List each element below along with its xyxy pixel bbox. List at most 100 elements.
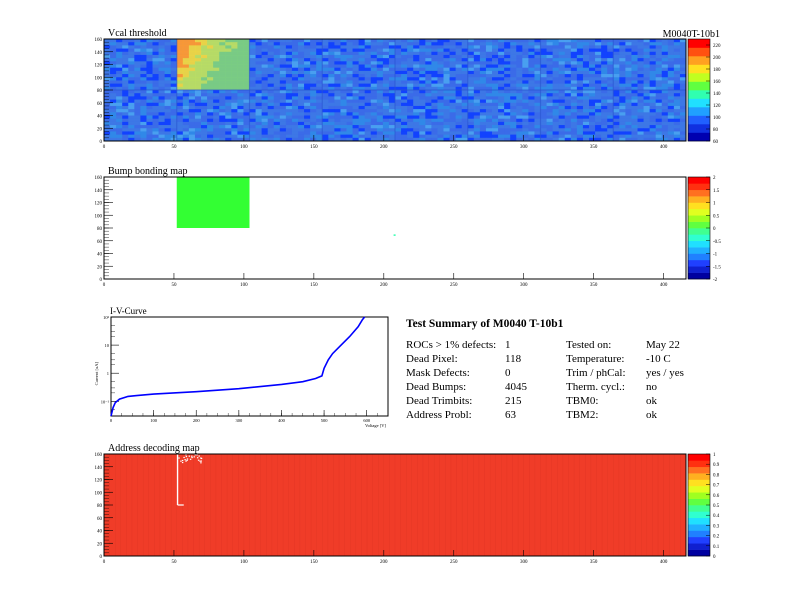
vcal-heatmap-cell: [273, 121, 281, 126]
vcal-heatmap-cell: [413, 102, 420, 107]
vcal-heatmap-cell: [382, 96, 390, 100]
vcal-heatmap-cell: [625, 96, 632, 100]
vcal-heatmap-cell: [340, 90, 347, 94]
vcal-heatmap-cell: [437, 99, 444, 104]
vcal-heatmap-cell: [625, 67, 632, 72]
vcal-heatmap-cell: [407, 61, 414, 65]
vcal-heatmap-cell: [649, 39, 656, 43]
vcal-heatmap-cell: [388, 128, 396, 132]
vcal-heatmap-cell: [552, 42, 559, 46]
vcal-heatmap-cell: [437, 134, 444, 139]
vcal-heatmap-cell: [655, 80, 663, 84]
address-bad-pixel: [199, 460, 201, 462]
vcal-heatmap-cell: [413, 118, 420, 123]
vcal-heatmap-cell: [401, 102, 408, 107]
vcal-heatmap-cell: [207, 74, 214, 78]
vcal-heatmap-cell: [110, 105, 117, 110]
vcal-heatmap-cell: [352, 115, 359, 119]
iv-x-tick-label: 200: [193, 418, 201, 423]
vcal-heatmap-cell: [679, 70, 686, 75]
vcal-heatmap-cell: [419, 83, 426, 88]
bump-y-tick-label: 160: [95, 176, 103, 181]
vcal-heatmap-cell: [328, 80, 335, 84]
vcal-heatmap-cell: [401, 137, 408, 141]
vcal-heatmap-cell: [322, 134, 329, 139]
vcal-heatmap-cell: [485, 48, 493, 53]
vcal-heatmap-cell: [231, 39, 238, 43]
vcal-heatmap-cell: [225, 102, 232, 107]
vcal-heatmap-cell: [267, 77, 275, 81]
address-colorbar-step: [688, 479, 710, 487]
vcal-heatmap-cell: [352, 121, 359, 126]
vcal-heatmap-cell: [388, 137, 396, 141]
vcal-heatmap-cell: [182, 77, 190, 81]
vcal-heatmap-cell: [449, 77, 456, 81]
vcal-heatmap-cell: [455, 105, 462, 110]
vcal-heatmap-cell: [607, 109, 614, 113]
vcal-heatmap-cell: [316, 105, 323, 110]
vcal-heatmap-cell: [146, 70, 153, 75]
vcal-heatmap-cell: [104, 112, 111, 116]
vcal-heatmap-cell: [291, 118, 299, 123]
vcal-heatmap-cell: [607, 77, 614, 81]
vcal-heatmap-cell: [237, 131, 244, 135]
vcal-heatmap-cell: [219, 121, 226, 126]
vcal-heatmap-cell: [322, 58, 329, 62]
vcal-heatmap-cell: [419, 96, 426, 100]
vcal-heatmap-cell: [219, 61, 226, 65]
vcal-heatmap-cell: [467, 137, 475, 141]
vcal-heatmap-cell: [376, 45, 384, 49]
vcal-heatmap-cell: [443, 48, 450, 53]
vcal-heatmap-cell: [655, 134, 663, 139]
vcal-heatmap-cell: [388, 105, 396, 110]
vcal-heatmap-cell: [564, 86, 572, 91]
vcal-heatmap-cell: [570, 80, 578, 84]
vcal-heatmap-cell: [679, 61, 686, 65]
vcal-heatmap-cell: [291, 125, 299, 129]
vcal-heatmap-cell: [328, 83, 335, 88]
vcal-heatmap-cell: [431, 125, 438, 129]
vcal-heatmap-cell: [449, 51, 456, 56]
vcal-heatmap-cell: [346, 102, 353, 107]
vcal-heatmap-cell: [134, 109, 141, 113]
vcal-heatmap-cell: [267, 67, 275, 72]
vcal-heatmap-cell: [540, 90, 547, 94]
vcal-heatmap-cell: [413, 77, 420, 81]
vcal-heatmap-cell: [401, 105, 408, 110]
address-colorbar-step: [688, 485, 710, 493]
vcal-heatmap-cell: [443, 67, 450, 72]
vcal-heatmap-cell: [322, 102, 329, 107]
vcal-heatmap-cell: [631, 70, 638, 75]
vcal-heatmap-cell: [546, 105, 553, 110]
vcal-heatmap-cell: [516, 67, 523, 72]
vcal-heatmap-cell: [401, 96, 408, 100]
vcal-heatmap-cell: [304, 86, 311, 91]
vcal-heatmap-cell: [334, 70, 341, 75]
vcal-heatmap-cell: [467, 102, 475, 107]
vcal-heatmap-cell: [589, 39, 596, 43]
summary-label: Temperature:: [566, 353, 625, 365]
vcal-heatmap-cell: [358, 105, 365, 110]
vcal-heatmap-cell: [401, 39, 408, 43]
vcal-heatmap-cell: [485, 58, 493, 62]
vcal-heatmap-cell: [419, 109, 426, 113]
vcal-heatmap-cell: [279, 39, 287, 43]
vcal-heatmap-cell: [388, 131, 396, 135]
bump-isolated-pixel: [393, 234, 396, 236]
vcal-heatmap-cell: [516, 96, 523, 100]
vcal-heatmap-cell: [334, 112, 341, 116]
vcal-heatmap-cell: [134, 42, 141, 46]
vcal-heatmap-cell: [140, 42, 147, 46]
vcal-heatmap-cell: [273, 80, 281, 84]
vcal-heatmap-cell: [170, 128, 178, 132]
vcal-heatmap-cell: [607, 61, 614, 65]
vcal-heatmap-cell: [407, 125, 414, 129]
vcal-heatmap-cell: [255, 137, 262, 141]
vcal-heatmap-cell: [504, 54, 511, 59]
vcal-heatmap-cell: [158, 96, 165, 100]
vcal-heatmap-cell: [116, 131, 123, 135]
vcal-heatmap-cell: [322, 42, 329, 46]
vcal-heatmap-cell: [576, 134, 584, 139]
address-colorbar-step: [688, 524, 710, 531]
